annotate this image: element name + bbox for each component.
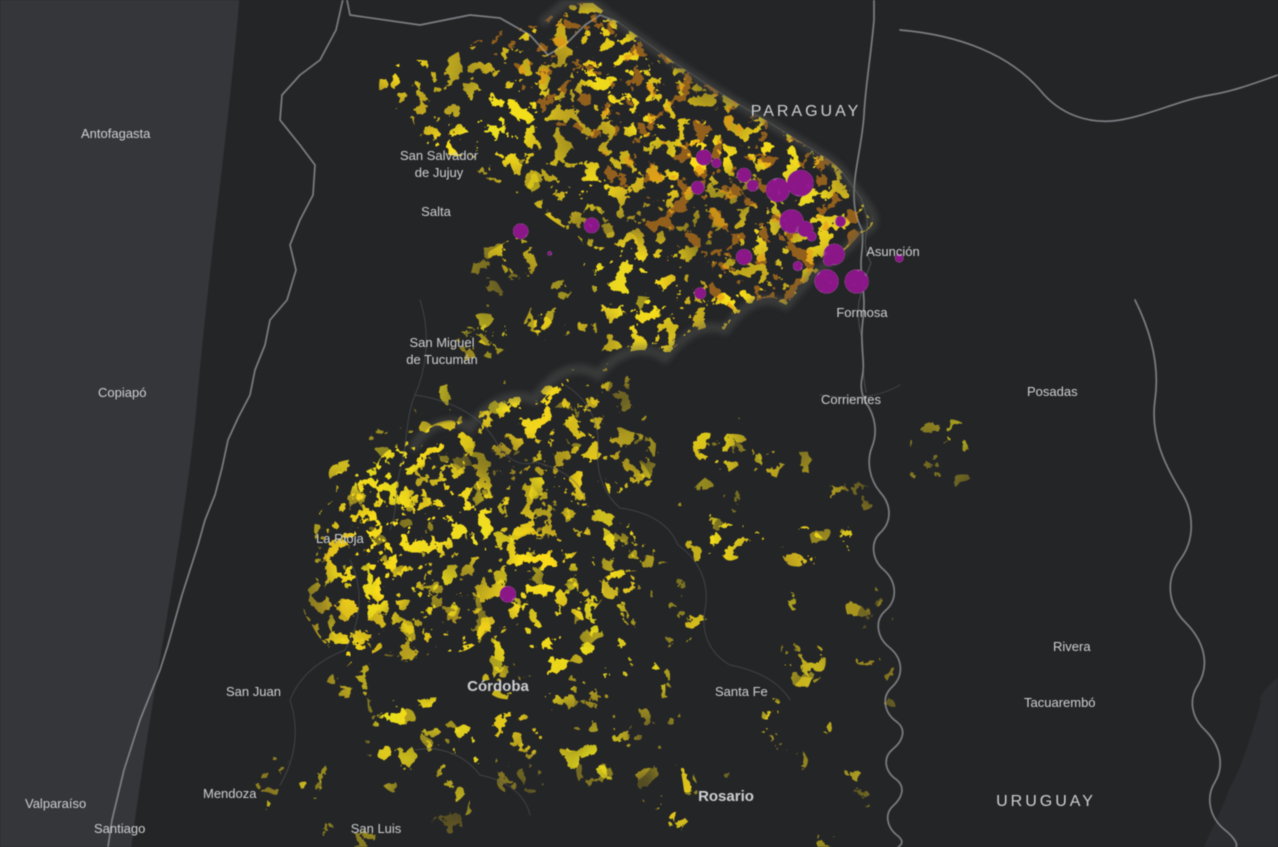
svg-text:San Salvador: San Salvador — [400, 148, 479, 163]
svg-text:Corrientes: Corrientes — [821, 392, 881, 407]
svg-text:de Tucumán: de Tucumán — [406, 352, 478, 367]
svg-text:San Miguel: San Miguel — [409, 335, 474, 350]
svg-text:URUGUAY: URUGUAY — [996, 793, 1096, 810]
svg-text:Copiapó: Copiapó — [98, 385, 146, 400]
svg-text:Córdoba: Córdoba — [467, 678, 529, 695]
svg-text:San Luis: San Luis — [351, 821, 402, 836]
svg-text:Rivera: Rivera — [1053, 639, 1091, 654]
svg-text:Santa Fe: Santa Fe — [715, 684, 768, 699]
svg-text:Posadas: Posadas — [1027, 384, 1078, 399]
svg-text:Mendoza: Mendoza — [203, 786, 257, 801]
svg-text:Santiago: Santiago — [94, 821, 145, 836]
svg-text:Valparaíso: Valparaíso — [25, 796, 86, 811]
svg-text:Tacuarembó: Tacuarembó — [1024, 695, 1096, 710]
svg-text:Salta: Salta — [421, 204, 451, 219]
svg-text:Formosa: Formosa — [836, 305, 888, 320]
svg-text:San Juan: San Juan — [226, 684, 281, 699]
svg-text:de Jujuy: de Jujuy — [415, 165, 464, 180]
svg-text:La Rioja: La Rioja — [316, 531, 364, 546]
svg-text:Antofagasta: Antofagasta — [81, 126, 151, 141]
svg-text:Asunción: Asunción — [866, 244, 919, 259]
svg-text:PARAGUAY: PARAGUAY — [751, 103, 862, 120]
svg-text:Rosario: Rosario — [698, 788, 754, 805]
